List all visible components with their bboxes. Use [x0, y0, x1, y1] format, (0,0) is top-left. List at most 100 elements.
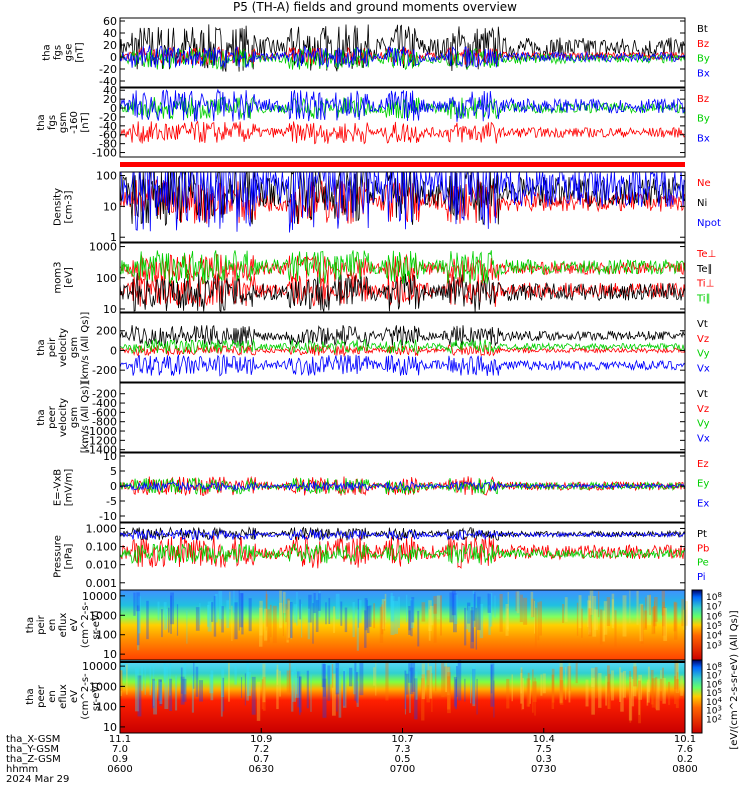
series-line-1-2: [120, 88, 685, 122]
spectrogram-stripe: [427, 660, 430, 685]
spectrogram-stripe: [291, 671, 294, 712]
spectrogram-stripe: [126, 664, 128, 695]
spectrogram-stripe: [169, 678, 173, 712]
colorbar-tick: 104: [706, 630, 722, 642]
ytick-label: 0: [110, 51, 117, 64]
spectrogram-stripe: [296, 671, 298, 695]
spectrogram-stripe: [449, 592, 454, 623]
spectrogram-stripe: [359, 662, 364, 696]
ylabel-line: peir: [47, 337, 58, 357]
spectrogram-stripe: [409, 671, 411, 713]
mode-bar: [120, 162, 685, 167]
spectrogram-stripe: [436, 595, 441, 620]
spectrogram-stripe: [542, 673, 546, 694]
spectrogram-stripe: [559, 667, 563, 704]
spectrogram-stripe: [511, 674, 513, 702]
xtick-z: 0.3: [536, 754, 552, 765]
spectrogram-stripe: [417, 610, 420, 647]
ytick-label: 100: [96, 170, 117, 183]
spectrogram-stripe: [594, 667, 598, 698]
spectrogram-stripe: [591, 677, 595, 715]
xaxis-row-label: tha_Y-GSM: [6, 744, 59, 755]
colorbar-tick: 107: [706, 670, 722, 682]
spectrogram-stripe: [559, 666, 564, 699]
xaxis-row-label: tha_Z-GSM: [6, 754, 61, 765]
spectrogram-stripe: [426, 670, 431, 703]
spectrogram-stripe: [414, 678, 418, 720]
spectrogram-stripe: [506, 608, 509, 630]
ylabel-line: [mV/m]: [64, 469, 75, 507]
ylabel-line: sr-eV): [91, 682, 102, 711]
spectrogram-stripe: [456, 666, 458, 697]
spectrogram-stripe: [138, 596, 141, 634]
spectrogram-stripe: [585, 679, 589, 707]
legend-Ni: Ni: [697, 198, 707, 209]
spectrogram-stripe: [313, 593, 316, 614]
spectrogram-stripe: [256, 681, 261, 721]
panel-frame: [119, 17, 686, 88]
ylabel-line: fgs: [53, 45, 64, 60]
ylabel-4: tha peir velocity gsm [km/s (All Qs)]: [36, 312, 91, 384]
legend-Vx: Vx: [697, 363, 710, 374]
spectrogram-stripe: [318, 590, 321, 617]
spectrogram-stripe: [354, 662, 357, 701]
spectrogram-stripe: [646, 679, 650, 703]
spectrogram-stripe: [331, 664, 334, 688]
xaxis-row-label: hhmm: [6, 764, 38, 775]
ylabel-1: tha fgs gsm -160 [nT]: [36, 111, 91, 134]
colorbar: [691, 659, 703, 734]
spectrogram-stripe: [262, 676, 266, 711]
ylabel-5: tha peer velocity gsm [km/s (All Qs)]: [36, 382, 91, 454]
spectrogram-stripe: [222, 677, 225, 712]
spectrogram-stripe: [368, 605, 372, 627]
spectrogram-stripe: [358, 600, 362, 623]
xtick-x: 10.4: [533, 734, 555, 745]
spectrogram-stripe: [408, 663, 412, 683]
spectrogram-stripe: [589, 600, 592, 633]
series-line-2-2: [120, 172, 685, 233]
ylabel-line: Pressure: [53, 535, 64, 578]
spectrogram-stripe: [567, 666, 572, 692]
spectrogram-stripe: [640, 604, 644, 644]
ytick-label: 20: [103, 39, 117, 52]
xaxis-row-label: 2024 Mar 29: [6, 774, 69, 785]
spectrogram-stripe: [519, 594, 523, 623]
spectrogram-stripe: [165, 608, 168, 629]
spectrogram-stripe: [158, 679, 162, 701]
spectrogram-stripe: [675, 679, 679, 709]
spectrogram-stripe: [676, 672, 679, 693]
ylabel-line: (cm^2-s-: [80, 601, 91, 648]
legend-Te⊥: Te⊥: [696, 249, 716, 260]
spectrogram-stripe: [297, 671, 301, 708]
ytick-label: 200: [96, 325, 117, 338]
ytick-label: 40: [103, 27, 117, 40]
spectrogram-stripe: [465, 610, 469, 630]
spectrogram-stripe: [199, 603, 201, 626]
spectrogram-stripe: [434, 660, 437, 692]
spectrogram-stripe: [607, 673, 611, 710]
legend-Bt: Bt: [697, 24, 708, 35]
ylabel-line: eV: [69, 690, 80, 703]
ylabel-line: tha: [25, 688, 36, 704]
colorbar: [691, 589, 703, 661]
spectrogram-stripe: [593, 609, 598, 630]
ylabel-7: Pressure [nPa]: [53, 535, 75, 578]
spectrogram-stripe: [296, 591, 298, 626]
spectrogram-stripe: [195, 607, 200, 631]
xtick-y: 7.0: [112, 744, 128, 755]
ytick-label: 10: [103, 200, 117, 213]
series-line-7-2: [120, 543, 685, 565]
spectrogram-stripe: [238, 590, 240, 631]
spectrogram-stripe: [373, 603, 376, 629]
spectrogram-stripe: [379, 606, 384, 643]
spectrogram-stripe: [559, 680, 564, 705]
spectrogram-stripe: [343, 671, 345, 706]
spectrogram-stripe: [251, 676, 256, 715]
spectrogram-stripe: [241, 593, 244, 635]
spectrogram-stripe: [209, 674, 214, 694]
spectrogram-stripe: [633, 663, 637, 697]
xtick-y: 7.2: [253, 744, 269, 755]
spectrogram-stripe: [421, 602, 426, 622]
spectrogram-stripe: [338, 676, 342, 718]
spectrogram-stripe: [411, 661, 416, 692]
